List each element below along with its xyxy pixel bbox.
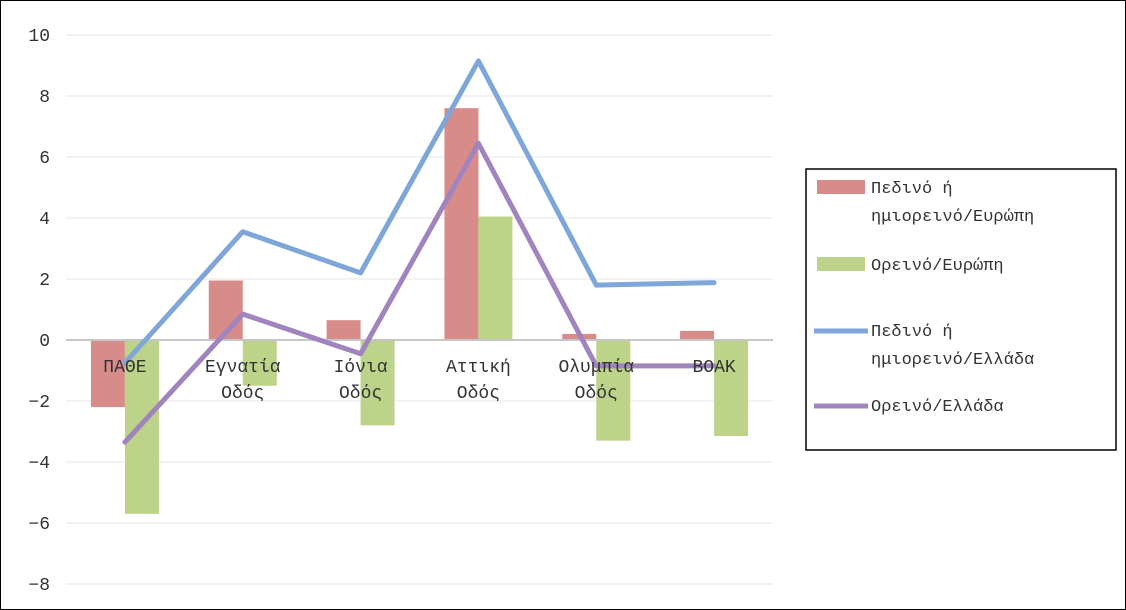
category-label: Οδός (339, 384, 382, 404)
series-line (122, 58, 717, 366)
category-label: Ιόνια (334, 358, 388, 378)
bar (444, 108, 479, 340)
category-label: ΠΑΘΕ (103, 358, 146, 378)
y-tick-label: −4 (28, 454, 50, 474)
category-label: Οδός (575, 384, 618, 404)
y-tick-label: 10 (28, 27, 50, 47)
legend-label: Πεδινό ή (871, 180, 953, 199)
y-tick-label: −6 (28, 515, 50, 535)
y-tick-label: 6 (39, 149, 50, 169)
category-label: ΒΟΑΚ (692, 358, 735, 378)
legend: Πεδινό ή ημιορεινό/Ευρώπη Ορεινό/Ευρώπη Πεδ… (805, 168, 1117, 451)
y-tick-labels: 10 8 6 4 2 0 −2 −4 −6 −8 (28, 27, 50, 596)
category-label: Εγνατία (205, 358, 281, 378)
bar (90, 340, 125, 408)
legend-label: Ορεινό/Ευρώπη (871, 257, 1004, 276)
y-tick-label: 4 (39, 210, 50, 230)
bar (478, 216, 513, 340)
legend-swatch (817, 257, 865, 271)
y-tick-label: −8 (28, 576, 50, 596)
category-label: Οδός (221, 384, 264, 404)
bar (326, 320, 361, 340)
bar (680, 330, 715, 340)
category-labels: ΠΑΘΕ Εγνατία Οδός Ιόνια Οδός Αττική Οδός Ολυμπί… (103, 358, 736, 404)
legend-label: ημιορεινό/Ελλάδα (871, 351, 1034, 370)
y-tick-label: 0 (39, 332, 50, 352)
category-label: Ολυμπία (558, 358, 634, 378)
legend-label: Πεδινό ή (871, 323, 953, 342)
bar (242, 340, 277, 386)
bar (360, 340, 395, 426)
bar (714, 340, 749, 437)
y-tick-label: 8 (39, 88, 50, 108)
bar (596, 340, 631, 441)
series-lines (122, 58, 717, 445)
series-line (122, 140, 717, 445)
legend-label: ημιορεινό/Ευρώπη (871, 208, 1034, 227)
legend-label: Ορεινό/Ελλάδα (871, 398, 1004, 417)
legend-swatch (817, 180, 865, 194)
y-tick-label: 2 (39, 271, 50, 291)
y-tick-label: −2 (28, 393, 50, 413)
legend-box (805, 168, 1117, 451)
gridlines (66, 34, 773, 585)
category-label: Οδός (457, 384, 500, 404)
category-label: Αττική (446, 358, 511, 378)
